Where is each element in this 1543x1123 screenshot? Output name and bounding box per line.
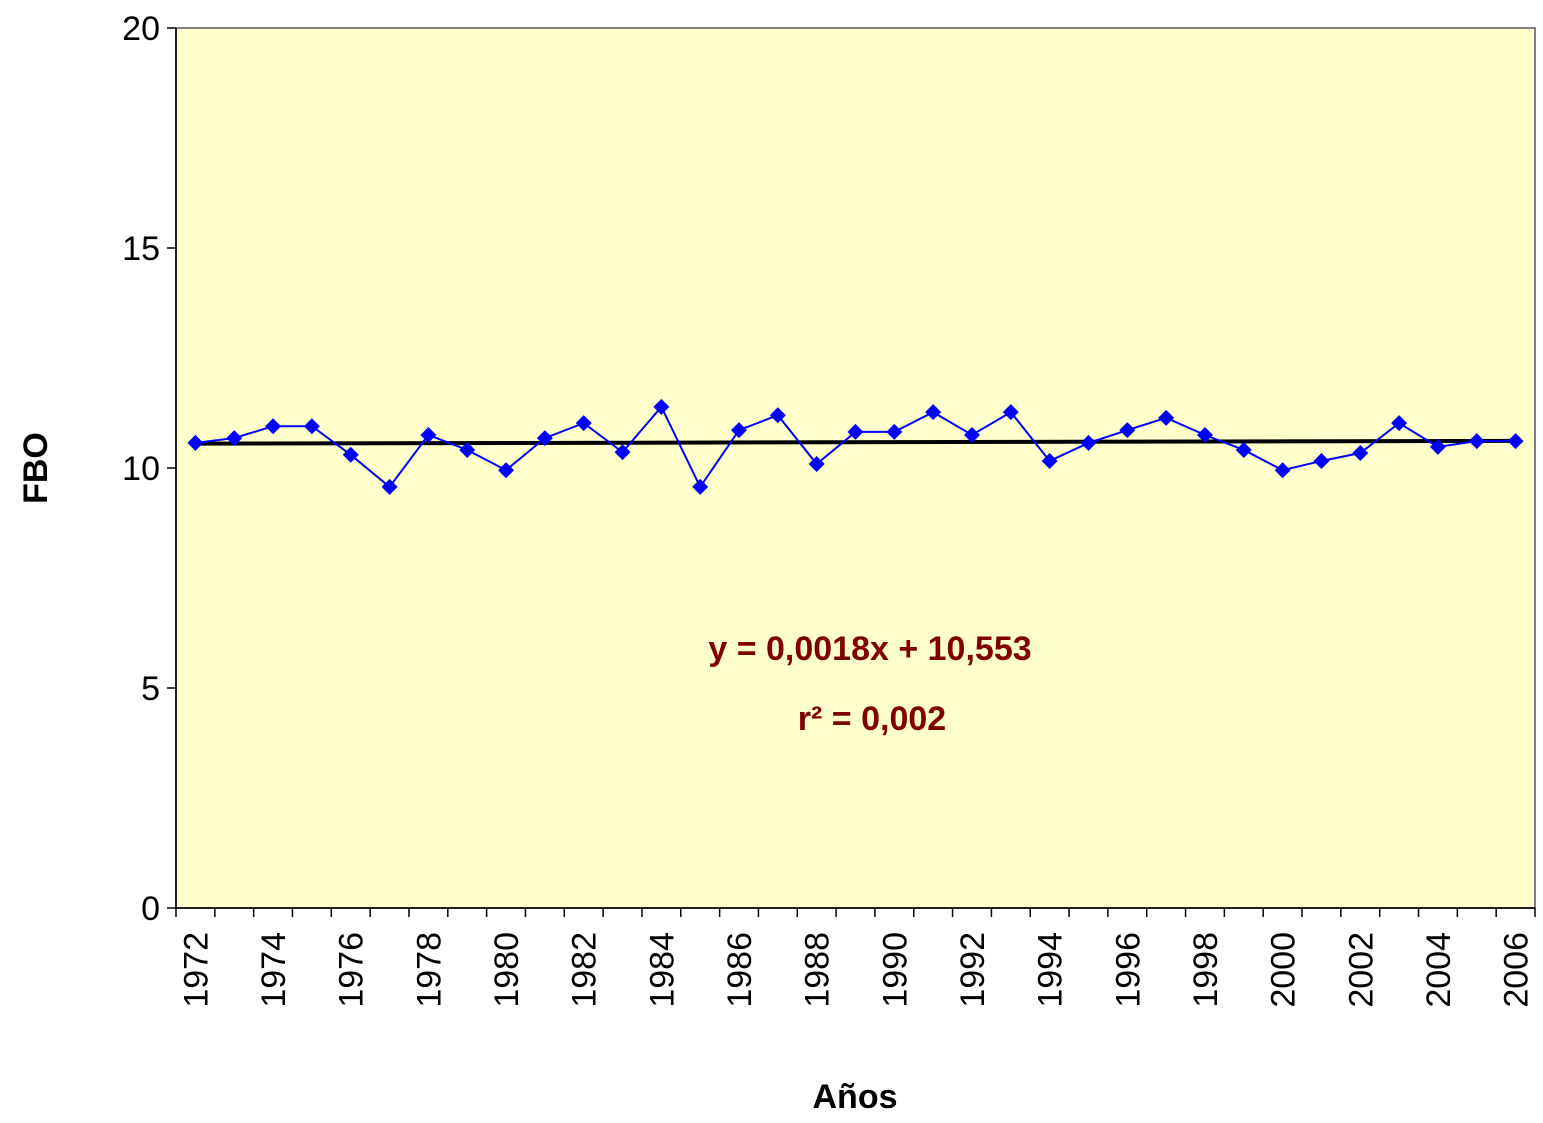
- data-point: [692, 478, 709, 495]
- data-point: [1235, 441, 1252, 458]
- data-point: [1507, 433, 1524, 450]
- data-point: [381, 478, 398, 495]
- data-point: [1352, 445, 1369, 462]
- data-point: [1429, 438, 1446, 455]
- x-tick-label: 1976: [333, 932, 371, 1008]
- data-point: [731, 422, 748, 439]
- x-tick-label: 1986: [721, 932, 759, 1008]
- x-tick-label: 2002: [1342, 932, 1380, 1008]
- y-tick-label: 15: [122, 230, 160, 268]
- data-point: [769, 407, 786, 424]
- x-tick-label: 1978: [410, 932, 448, 1008]
- trend-equation: y = 0,0018x + 10,553: [708, 630, 1031, 668]
- data-point: [303, 418, 320, 435]
- data-point: [1391, 415, 1408, 432]
- data-point: [1313, 452, 1330, 469]
- data-point: [1196, 427, 1213, 443]
- x-axis-title: Años: [813, 1078, 898, 1116]
- data-point: [1468, 433, 1485, 450]
- data-point: [459, 441, 476, 458]
- data-point: [847, 423, 864, 440]
- data-point: [226, 430, 243, 447]
- trend-line: [195, 438, 1516, 446]
- data-point: [498, 462, 515, 479]
- y-tick-label: 20: [122, 10, 160, 48]
- x-tick-label: 1972: [177, 932, 215, 1008]
- data-point: [1119, 422, 1136, 439]
- y-tick-label: 0: [141, 890, 160, 928]
- data-point: [653, 398, 670, 415]
- data-point: [1041, 452, 1058, 469]
- x-tick-label: 1982: [566, 932, 604, 1008]
- data-point: [1080, 434, 1097, 451]
- data-point: [886, 423, 903, 440]
- data-point: [1158, 409, 1175, 426]
- x-tick-label: 1988: [799, 932, 837, 1008]
- data-point: [925, 404, 942, 421]
- x-tick-label: 1998: [1187, 932, 1225, 1008]
- x-tick-label: 1992: [954, 932, 992, 1008]
- data-point: [575, 415, 592, 432]
- x-tick-label: 1974: [255, 932, 293, 1008]
- x-tick-label: 1990: [876, 932, 914, 1008]
- data-point: [808, 456, 825, 473]
- plot-area: [175, 27, 1536, 909]
- data-point: [420, 427, 437, 443]
- x-tick-label: 2006: [1498, 932, 1536, 1008]
- x-tick-label: 2000: [1265, 932, 1303, 1008]
- data-point: [1274, 462, 1291, 479]
- data-point: [265, 418, 282, 435]
- x-tick-label: 2004: [1420, 932, 1458, 1008]
- data-point: [614, 444, 631, 461]
- y-axis-title: FBO: [17, 432, 55, 504]
- data-point: [963, 427, 980, 443]
- data-point: [536, 430, 553, 447]
- y-tick-label: 10: [122, 450, 160, 488]
- trend-r2: r² = 0,002: [798, 700, 946, 738]
- x-tick-label: 1994: [1032, 932, 1070, 1008]
- x-tick-label: 1996: [1109, 932, 1147, 1008]
- data-point: [342, 446, 359, 463]
- x-tick-label: 1980: [488, 932, 526, 1008]
- x-tick-label: 1984: [643, 932, 681, 1008]
- data-point: [1002, 404, 1019, 421]
- data-point: [187, 434, 204, 451]
- y-tick-label: 5: [141, 670, 160, 708]
